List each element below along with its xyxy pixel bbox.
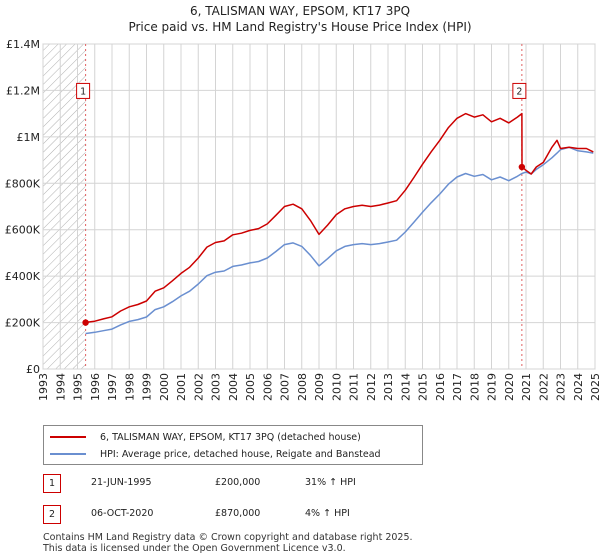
legend-label-hpi: HPI: Average price, detached house, Reig… [100,448,381,460]
y-tick-label: £1.4M [6,38,40,51]
legend-label-property: 6, TALISMAN WAY, EPSOM, KT17 3PQ (detach… [100,431,361,443]
x-tick-label: 1993 [37,373,50,401]
x-tick-label: 2022 [537,373,550,401]
x-tick-label: 2009 [313,373,326,401]
sale-date: 06-OCT-2020 [91,508,154,519]
x-tick-label: 2018 [468,373,481,401]
sale-label-text: 2 [516,86,522,97]
hpi-series-line [85,146,594,335]
footer-copyright: Contains HM Land Registry data © Crown c… [43,532,413,543]
legend-swatch-hpi [50,453,86,455]
chart-title-main: 6, TALISMAN WAY, EPSOM, KT17 3PQ [189,4,411,18]
sale-marker-badge: 2 [43,505,61,524]
y-tick-label: £800K [5,177,41,190]
footer-licence: This data is licensed under the Open Gov… [43,543,346,554]
sale-price: £200,000 [215,477,261,488]
y-tick-label: £600K [5,224,41,237]
x-tick-label: 2004 [227,373,240,401]
legend: 6, TALISMAN WAY, EPSOM, KT17 3PQ (detach… [43,425,423,465]
footer: Contains HM Land Registry data © Crown c… [43,532,413,554]
x-tick-label: 2002 [192,373,205,401]
x-tick-label: 2016 [434,373,447,401]
sale-label-box [76,82,91,99]
sale-date: 21-JUN-1995 [91,477,152,488]
x-tick-label: 2010 [330,373,343,401]
x-tick-label: 2021 [520,373,533,401]
x-tick-label: 2003 [210,373,223,401]
x-tick-label: 1999 [141,373,154,401]
x-tick-label: 1996 [89,373,102,401]
x-tick-label: 1995 [72,373,85,401]
chart-title: 6, TALISMAN WAY, EPSOM, KT17 3PQ Price p… [0,3,600,35]
x-tick-label: 2000 [158,373,171,401]
x-tick-label: 2007 [279,373,292,401]
sale-point [518,163,526,171]
chart-subtitle: Price paid vs. HM Land Registry's House … [128,20,472,34]
sale-hpi-diff: 4% ↑ HPI [305,508,350,519]
legend-swatch-property [50,436,86,438]
legend-item-property: 6, TALISMAN WAY, EPSOM, KT17 3PQ (detach… [50,429,361,445]
x-tick-label: 1998 [123,373,136,401]
x-tick-label: 2011 [348,373,361,401]
y-tick-label: £1.2M [6,84,40,97]
y-tick-label: £200K [5,317,41,330]
x-tick-label: 2025 [589,373,600,401]
x-tick-label: 1994 [54,373,67,401]
x-tick-label: 1997 [106,373,119,401]
y-tick-label: £0 [26,363,40,376]
sale-price: £870,000 [215,508,261,519]
x-tick-label: 2015 [417,373,430,401]
x-tick-label: 2008 [296,373,309,401]
x-tick-label: 2005 [244,373,257,401]
x-tick-label: 2017 [451,373,464,401]
price-chart: 1 2 £0 £200K £400K £600K £800K £1M £1.2M £1.4M 19… [5,38,600,401]
sale-point [82,319,89,326]
x-tick-label: 2020 [503,373,516,401]
x-tick-label: 2019 [486,373,499,401]
x-tick-label: 2012 [365,373,378,401]
y-tick-label: £400K [5,270,41,283]
x-tick-label: 2013 [382,373,395,401]
x-tick-label: 2024 [572,373,585,401]
sale-marker-badge: 1 [43,474,61,493]
x-tick-label: 2001 [175,373,188,401]
sale-label-box [512,82,527,99]
legend-item-hpi: HPI: Average price, detached house, Reig… [50,446,381,462]
y-tick-label: £1M [17,131,41,144]
sale-hpi-diff: 31% ↑ HPI [305,477,356,488]
sale-label-text: 1 [80,86,86,97]
x-tick-label: 2014 [399,373,412,401]
x-tick-label: 2023 [555,373,568,401]
x-tick-label: 2006 [261,373,274,401]
